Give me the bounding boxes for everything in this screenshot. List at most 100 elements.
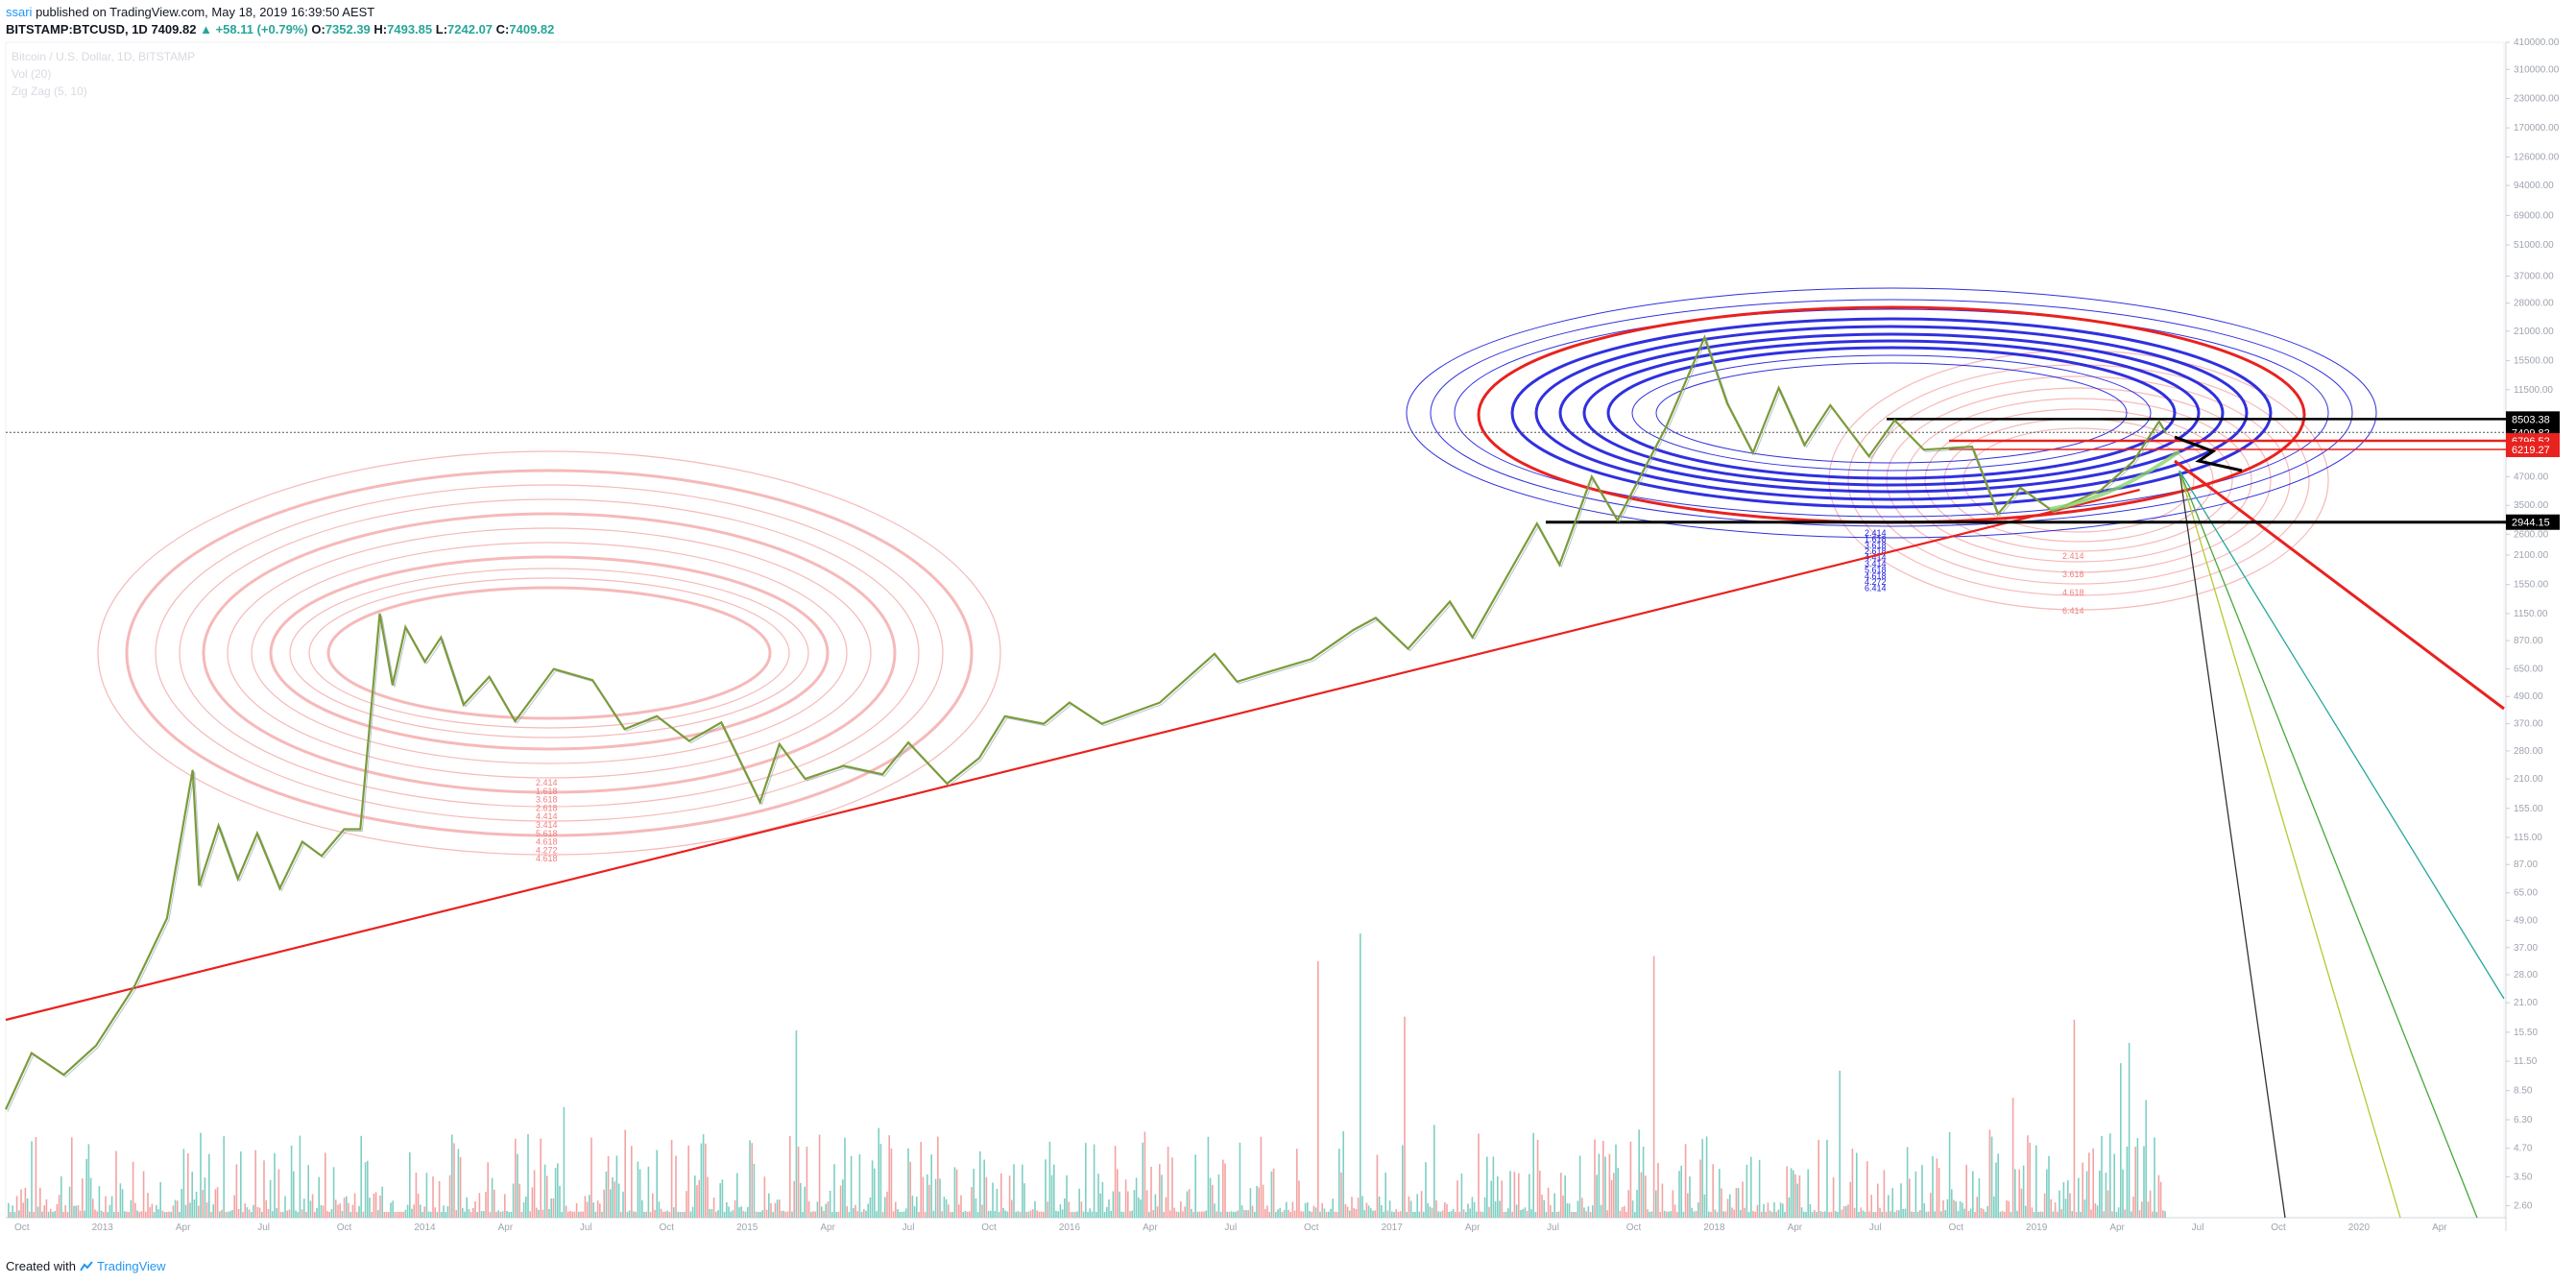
price-tag-label: 6219.27 <box>2512 445 2550 456</box>
volume-bar <box>631 1146 633 1218</box>
volume-bar <box>1091 1211 1094 1218</box>
volume-bar <box>1198 1211 1201 1218</box>
volume-bar <box>31 1141 33 1218</box>
volume-bar <box>2067 1180 2069 1218</box>
volume-bar <box>1120 1211 1122 1218</box>
volume-bar <box>1235 1211 1237 1218</box>
volume-bar <box>1325 1212 1328 1218</box>
volume-bar <box>1480 1211 1481 1218</box>
volume-bar <box>1870 1195 1872 1218</box>
volume-bar <box>441 1212 443 1218</box>
y-tick-label: 28000.00 <box>2514 299 2554 309</box>
volume-bar <box>812 1211 814 1218</box>
volume-bar <box>1289 1212 1291 1218</box>
volume-bar <box>687 1145 689 1218</box>
volume-bar <box>1793 1170 1794 1218</box>
x-tick-label: Apr <box>820 1222 835 1233</box>
volume-bar <box>829 1191 831 1218</box>
volume-bar <box>1650 1211 1653 1218</box>
volume-bar <box>1600 1204 1602 1218</box>
volume-bar <box>853 1207 855 1218</box>
volume-bar <box>578 1211 580 1218</box>
volume-bar <box>2128 1042 2131 1218</box>
volume-bar <box>1634 1212 1636 1218</box>
volume-bar <box>673 1207 675 1218</box>
volume-bar <box>124 1211 126 1218</box>
volume-bar <box>1807 1169 1809 1218</box>
volume-bar <box>163 1212 166 1218</box>
volume-bar <box>1680 1165 1682 1218</box>
volume-bar <box>1365 1202 1368 1218</box>
author-link[interactable]: ssari <box>6 5 33 19</box>
volume-bar <box>335 1199 337 1218</box>
volume-bar <box>392 1200 394 1218</box>
volume-bar <box>529 1211 531 1218</box>
x-tick-label: 2016 <box>1059 1222 1081 1233</box>
volume-bar <box>166 1212 168 1218</box>
volume-bar <box>538 1209 540 1218</box>
volume-bar <box>668 1212 671 1218</box>
volume-bar <box>652 1193 654 1218</box>
fan-line <box>2179 470 2505 1000</box>
volume-bar <box>254 1150 256 1218</box>
volume-bar <box>1353 1208 1355 1218</box>
volume-bar <box>850 1155 853 1218</box>
volume-bar <box>1355 1209 1358 1218</box>
volume-bar <box>1038 1211 1041 1218</box>
volume-bar <box>550 1198 552 1218</box>
volume-bar <box>985 1176 988 1218</box>
volume-bar <box>1135 1177 1138 1218</box>
volume-bar <box>721 1179 724 1218</box>
volume-bar <box>263 1160 265 1218</box>
volume-bar <box>1571 1212 1573 1218</box>
volume-bar <box>1835 1211 1837 1218</box>
volume-bar <box>784 1211 787 1218</box>
volume-bar <box>1578 1155 1581 1218</box>
volume-bar <box>573 1211 576 1218</box>
price-tag-label: 8503.38 <box>2512 414 2550 425</box>
volume-bar <box>251 1212 253 1218</box>
volume-bar <box>1251 1205 1254 1218</box>
x-tick-label: Jul <box>903 1222 915 1233</box>
volume-bar <box>2090 1209 2092 1218</box>
volume-bar <box>584 1196 587 1218</box>
volume-bar <box>569 1210 571 1218</box>
volume-bar <box>10 1211 12 1218</box>
volume-bar <box>1212 1184 1214 1218</box>
volume-bar <box>1207 1136 1210 1218</box>
volume-bar <box>1866 1161 1868 1218</box>
volume-bar <box>362 1211 365 1218</box>
volume-bar <box>29 1211 31 1218</box>
volume-bar <box>1627 1190 1629 1218</box>
volume-bar <box>1828 1212 1830 1218</box>
volume-bar <box>2006 1200 2008 1218</box>
volume-bar <box>876 1211 878 1218</box>
volume-bar <box>420 1204 421 1218</box>
volume-bar <box>517 1153 518 1218</box>
high-label: H: <box>373 22 388 36</box>
volume-bar <box>844 1137 846 1218</box>
y-tick-label: 1150.00 <box>2514 609 2548 619</box>
volume-bar <box>242 1212 244 1218</box>
volume-bar <box>1423 1211 1425 1218</box>
volume-bar <box>1080 1201 1083 1218</box>
low-label: L: <box>435 22 448 36</box>
volume-bar <box>2078 1177 2080 1218</box>
fib-label: 3.414 <box>536 820 558 830</box>
volume-bar <box>455 1210 457 1218</box>
volume-bar <box>1406 1211 1408 1218</box>
volume-bar <box>60 1175 62 1218</box>
volume-bar <box>1745 1164 1748 1218</box>
volume-bar <box>1262 1184 1264 1218</box>
volume-bar <box>1543 1199 1545 1218</box>
volume-bar <box>1649 1212 1650 1218</box>
volume-bar <box>2162 1210 2164 1218</box>
volume-indicator-label[interactable]: Vol (20) <box>12 67 52 81</box>
volume-bar <box>1260 1136 1263 1218</box>
tradingview-brand[interactable]: TradingView <box>96 1259 166 1273</box>
volume-bar <box>1705 1136 1708 1218</box>
volume-bar <box>590 1137 592 1218</box>
zigzag-indicator-label[interactable]: Zig Zag (5, 10) <box>12 85 87 98</box>
volume-bar <box>1805 1212 1807 1218</box>
